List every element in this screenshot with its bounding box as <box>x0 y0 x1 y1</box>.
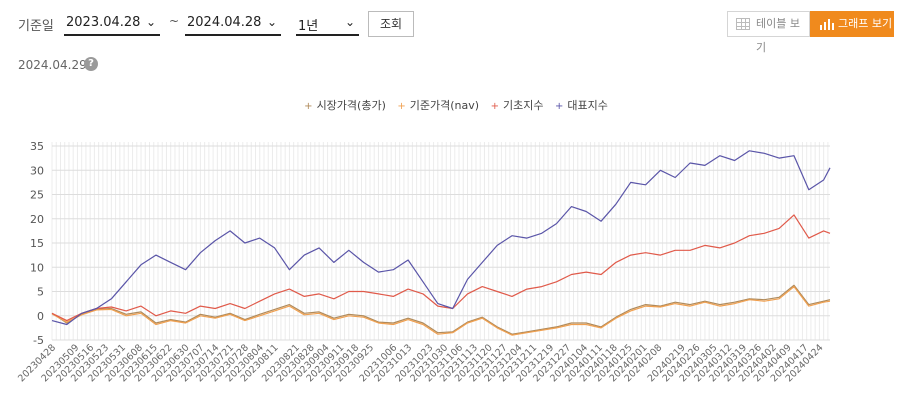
graph-view-label: 그래프 보기 <box>838 17 893 30</box>
legend-marker-0: + <box>304 101 313 112</box>
table-icon <box>736 18 750 30</box>
legend-item[interactable]: + 기초지수 <box>491 97 544 113</box>
series-line-1 <box>51 286 831 336</box>
legend-item[interactable]: + 시장가격(총가) <box>304 97 386 113</box>
chevron-down-icon: ⌄ <box>266 15 277 29</box>
range-value: 1년 <box>298 19 319 34</box>
x-axis: 2023042820230509202305162023052320230531… <box>16 342 825 384</box>
series-line-0 <box>51 284 831 335</box>
y-axis: -5 0 5 10 15 20 25 30 35 <box>30 140 44 347</box>
end-date-value: 2024.04.28 <box>187 15 262 30</box>
chart-series <box>51 150 831 336</box>
y-tick-label: 0 <box>37 310 44 323</box>
chart-legend: + 시장가격(총가) + 기준가격(nav) + 기초지수 + 대표지수 <box>0 97 912 113</box>
toolbar: 기준일 2023.04.28 ⌄ ~ 2024.04.28 ⌄ 1년 ⌄ 조회 … <box>0 0 912 54</box>
legend-label: 기준가격(nav) <box>409 99 480 112</box>
y-tick-label: 35 <box>30 140 44 153</box>
period-label: 기준일 <box>18 19 54 34</box>
legend-marker-2: + <box>490 101 499 112</box>
start-date-value: 2023.04.28 <box>66 15 141 30</box>
legend-label: 시장가격(총가) <box>316 99 386 112</box>
chart-grid <box>51 142 830 341</box>
table-view-button[interactable]: 테이블 보기 <box>727 11 810 54</box>
y-tick-label: -5 <box>33 334 44 347</box>
table-view-label: 테이블 보기 <box>756 17 800 54</box>
help-icon[interactable]: ? <box>84 57 98 71</box>
series-line-2 <box>51 214 831 322</box>
y-tick-label: 10 <box>30 261 44 274</box>
legend-item[interactable]: + 기준가격(nav) <box>397 97 479 113</box>
legend-label: 대표지수 <box>567 99 608 112</box>
y-tick-label: 15 <box>30 237 44 250</box>
legend-marker-1: + <box>397 101 406 112</box>
legend-marker-3: + <box>554 101 564 112</box>
range-select[interactable]: 1년 ⌄ <box>296 12 359 36</box>
graph-view-button[interactable]: 그래프 보기 <box>810 11 894 37</box>
chevron-down-icon: ⌄ <box>145 15 156 29</box>
legend-label: 기초지수 <box>502 99 544 112</box>
y-tick-label: 30 <box>30 164 44 177</box>
range-separator: ~ <box>169 14 180 28</box>
y-tick-label: 25 <box>30 189 44 202</box>
as-of-date: 2024.04.29 <box>18 58 87 72</box>
search-button[interactable]: 조회 <box>368 11 414 37</box>
legend-item[interactable]: + 대표지수 <box>555 97 608 113</box>
y-tick-label: 5 <box>37 286 44 299</box>
start-date-select[interactable]: 2023.04.28 ⌄ <box>64 12 160 36</box>
series-line-3 <box>51 150 831 326</box>
chevron-down-icon: ⌄ <box>344 15 355 29</box>
bar-chart-icon <box>820 18 834 30</box>
end-date-select[interactable]: 2024.04.28 ⌄ <box>185 12 281 36</box>
y-tick-label: 20 <box>30 213 44 226</box>
